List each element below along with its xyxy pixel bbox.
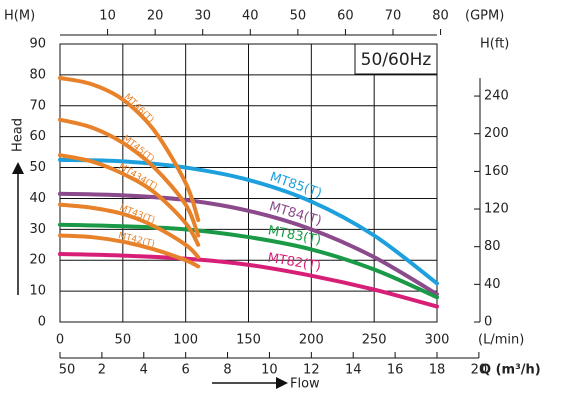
plot-frame <box>59 43 438 323</box>
y2-tick-label: 200 <box>484 126 509 141</box>
x2-tick-label: 50 <box>290 9 307 24</box>
x3-tick-label: 18 <box>429 363 446 378</box>
x-tick-label: 100 <box>173 333 198 348</box>
y2-tick-label: 40 <box>484 277 501 292</box>
x-tick-label: 300 <box>425 333 450 348</box>
y2-tick-label: 80 <box>484 239 501 254</box>
y2-axis-title: H(ft) <box>480 37 509 52</box>
curve <box>58 202 201 260</box>
x2-axis-title: (GPM) <box>465 9 504 24</box>
x2-tick-label: 80 <box>432 9 449 24</box>
y-tick-label: 90 <box>29 37 46 52</box>
x3-tick-label: 16 <box>387 363 404 378</box>
flow-label: Flow <box>290 377 320 392</box>
series-label: MT43(T) <box>118 203 156 226</box>
x3-tick-label: 20 <box>471 363 488 378</box>
x3-tick-label: 12 <box>303 363 320 378</box>
y-tick-label: 10 <box>29 284 46 299</box>
y-tick-label: 20 <box>29 253 46 268</box>
curve <box>58 153 201 247</box>
curve <box>58 252 439 309</box>
x3-tick-label: 4 <box>140 363 148 378</box>
x-tick-label: 250 <box>362 333 387 348</box>
x2-tick-label: 60 <box>337 9 354 24</box>
x3-tick-label: 8 <box>223 363 231 378</box>
x3-axis-title: Q (m³/h) <box>480 363 541 378</box>
y-tick-label: 70 <box>29 98 46 113</box>
x-axis-title: (L/min) <box>478 333 524 348</box>
y2-tick-label: 160 <box>484 164 509 179</box>
x3-tick-label: 50 <box>59 363 76 378</box>
y-tick-label: 60 <box>29 129 46 144</box>
curve <box>58 233 201 269</box>
x3-tick-label: 2 <box>98 363 106 378</box>
x3-tick-label: 6 <box>182 363 190 378</box>
y-axis-title: H(M) <box>4 9 35 24</box>
x2-tick-label: 70 <box>385 9 402 24</box>
y-tick-label: 50 <box>29 160 46 175</box>
x-tick-label: 0 <box>56 333 64 348</box>
badge: 50/60Hz <box>361 50 432 70</box>
x-tick-label: 50 <box>115 333 132 348</box>
curve <box>58 75 201 223</box>
x2-tick-label: 40 <box>242 9 259 24</box>
y-tick-label: 0 <box>38 315 46 330</box>
badge-box <box>354 43 438 75</box>
x3-tick-label: 10 <box>261 363 278 378</box>
x2-tick-label: 20 <box>147 9 164 24</box>
curve <box>58 222 439 300</box>
y2-tick-label: 0 <box>484 315 492 330</box>
x3-tick-label: 14 <box>345 363 362 378</box>
y-tick-label: 80 <box>29 67 46 82</box>
x2-tick-label: 10 <box>99 9 116 24</box>
curve <box>58 191 439 297</box>
x-tick-label: 150 <box>236 333 261 348</box>
x2-tick-label: 30 <box>194 9 211 24</box>
x-tick-label: 200 <box>299 333 324 348</box>
series-label: MT46(T) <box>122 92 156 125</box>
y2-tick-label: 120 <box>484 202 509 217</box>
curve <box>58 157 439 286</box>
y2-tick-label: 240 <box>484 89 509 104</box>
y-tick-label: 30 <box>29 222 46 237</box>
head-label: Head <box>11 118 26 152</box>
y-tick-label: 40 <box>29 191 46 206</box>
curve <box>58 117 201 238</box>
